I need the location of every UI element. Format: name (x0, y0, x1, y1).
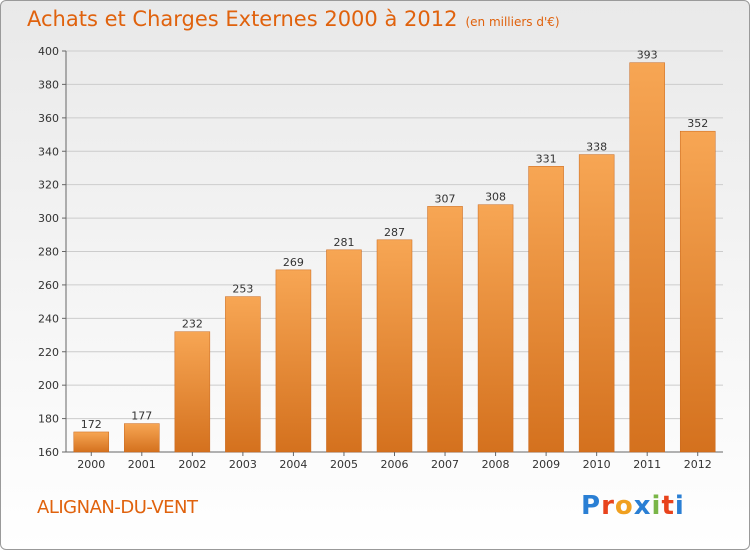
bar-value-label: 393 (637, 49, 658, 62)
bar-value-label: 287 (384, 226, 405, 239)
bar-value-label: 308 (485, 191, 506, 204)
y-tick-label: 320 (38, 179, 59, 192)
bar (124, 423, 160, 453)
chart-subtitle: (en milliers d'€) (465, 15, 560, 29)
logo-letter: P (581, 491, 602, 521)
bar-value-label: 352 (687, 117, 708, 130)
bar (528, 166, 564, 453)
bar-value-label: 338 (586, 141, 607, 154)
x-tick-label: 2006 (381, 458, 409, 471)
commune-name: ALIGNAN-DU-VENT (37, 497, 198, 518)
bar (174, 331, 211, 453)
y-tick-label: 340 (38, 145, 59, 158)
x-tick-label: 2008 (482, 458, 510, 471)
x-tick-label: 2007 (431, 458, 459, 471)
bar-value-label: 307 (435, 192, 456, 205)
x-tick-label: 2012 (684, 458, 712, 471)
y-tick-label: 280 (38, 246, 59, 259)
y-tick-label: 160 (38, 446, 59, 459)
bar-value-label: 269 (283, 256, 304, 269)
bar-value-label: 331 (536, 152, 557, 165)
y-tick-label: 400 (38, 45, 59, 58)
logo-letter: i (651, 491, 662, 521)
x-tick-label: 2000 (77, 458, 105, 471)
logo-letter: x (633, 491, 652, 521)
bar-value-label: 177 (131, 410, 152, 423)
chart-title-text: Achats et Charges Externes 2000 à 2012 (27, 7, 458, 31)
bar (679, 130, 716, 453)
y-tick-label: 220 (38, 346, 59, 359)
x-tick-label: 2003 (229, 458, 257, 471)
bar (376, 239, 413, 453)
y-tick-label: 260 (38, 279, 59, 292)
bar (578, 154, 615, 453)
logo-letter: o (614, 491, 634, 521)
x-tick-label: 2002 (178, 458, 206, 471)
bar-value-label: 281 (333, 236, 354, 249)
y-tick-label: 240 (38, 312, 59, 325)
x-tick-label: 2001 (128, 458, 156, 471)
bar (477, 204, 514, 453)
logo-letter: r (601, 491, 615, 521)
bar (225, 296, 261, 453)
x-tick-label: 2009 (532, 458, 560, 471)
bar-value-label: 253 (232, 283, 253, 296)
chart-title: Achats et Charges Externes 2000 à 2012 (e… (27, 7, 560, 31)
bar-value-label: 232 (182, 318, 203, 331)
bar-value-label: 172 (81, 418, 102, 431)
bar (73, 431, 110, 453)
y-tick-label: 380 (38, 78, 59, 91)
x-tick-label: 2005 (330, 458, 358, 471)
y-tick-label: 300 (38, 212, 59, 225)
bar (427, 206, 463, 453)
x-tick-label: 2004 (279, 458, 307, 471)
bar (326, 249, 362, 453)
bar (629, 62, 665, 453)
logo-letter: t (661, 491, 675, 521)
y-tick-label: 180 (38, 413, 59, 426)
logo-letter: i (674, 491, 685, 521)
x-tick-label: 2011 (633, 458, 661, 471)
x-tick-label: 2010 (583, 458, 611, 471)
bar (275, 269, 312, 453)
y-tick-label: 200 (38, 379, 59, 392)
y-tick-label: 360 (38, 112, 59, 125)
proxiti-logo: Proxiti (581, 491, 685, 521)
